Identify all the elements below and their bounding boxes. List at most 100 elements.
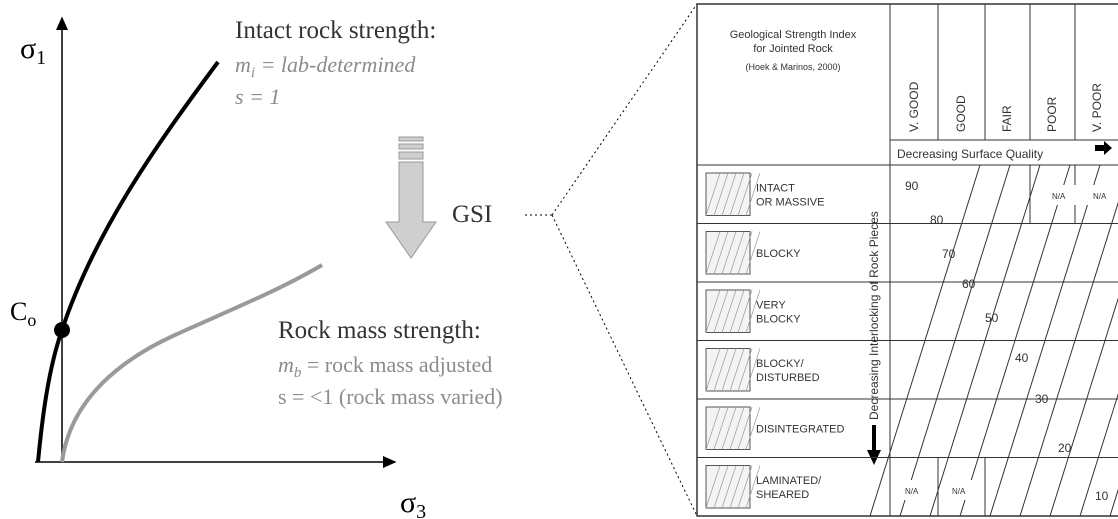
icon-hatch [713, 231, 729, 275]
icon-hatch [713, 465, 729, 509]
icon-hatch [737, 172, 753, 216]
icon-hatch [745, 289, 761, 333]
icon-hatch [705, 289, 721, 333]
rock-mass-curve [60, 263, 324, 463]
icon-hatch [713, 406, 729, 450]
icon-hatch [737, 465, 753, 509]
icon-hatch [737, 406, 753, 450]
row-icon [705, 465, 751, 509]
icon-hatch [745, 465, 761, 509]
column-label: POOR [1045, 96, 1059, 132]
row-icon [705, 348, 751, 392]
icon-hatch [713, 289, 729, 333]
row-label: INTACT [756, 182, 795, 194]
icon-hatch [729, 231, 745, 275]
icon-hatch [745, 406, 761, 450]
row-label: DISTURBED [756, 372, 820, 384]
contour-label: 30 [1035, 392, 1049, 406]
intact-title: Intact rock strength: [235, 17, 436, 44]
row-label: DISINTEGRATED [756, 423, 844, 435]
contour-label: 60 [962, 277, 976, 291]
contour-label: 10 [1095, 489, 1109, 503]
icon-hatch [705, 231, 721, 275]
contour-label: 40 [1015, 351, 1029, 365]
icon-hatch [721, 465, 737, 509]
row-label: BLOCKY [756, 313, 801, 325]
contour-line [869, 164, 981, 517]
na-cell [1046, 185, 1076, 205]
contour-line [899, 164, 1011, 517]
column-label: V. POOR [1090, 83, 1104, 132]
row-label: BLOCKY/ [756, 358, 805, 370]
co-label: Co [10, 297, 36, 330]
icon-hatch [705, 172, 721, 216]
contour-label: 20 [1058, 441, 1072, 455]
na-cell [899, 480, 929, 500]
contour-line [1049, 297, 1118, 517]
rock-mass-s: s = <1 (rock mass varied) [278, 384, 503, 409]
row-icon [705, 406, 751, 450]
icon-hatch [729, 348, 745, 392]
table-title: Geological Strength Index [730, 29, 857, 41]
row-label: SHEARED [756, 489, 809, 501]
na-label: N/A [1093, 192, 1107, 201]
contour-line [1079, 393, 1118, 517]
gsi-label: GSI [452, 201, 492, 228]
surface-axis: Decreasing Surface Quality [897, 147, 1043, 161]
icon-hatch [713, 172, 729, 216]
contour-line [989, 164, 1101, 517]
contour-label: 70 [942, 247, 956, 261]
contour-line [1019, 201, 1118, 517]
icon-hatch [745, 348, 761, 392]
intact-m: mi = lab-determined [235, 52, 416, 81]
icon-hatch [729, 289, 745, 333]
na-label: N/A [1052, 192, 1066, 201]
contour-line [959, 164, 1071, 517]
rock-mass-m: mb = rock mass adjusted [278, 352, 492, 381]
table-source: (Hoek & Marinos, 2000) [745, 62, 840, 72]
icon-hatch [729, 172, 745, 216]
icon-hatch [729, 406, 745, 450]
icon-hatch [737, 231, 753, 275]
icon-hatch [729, 465, 745, 509]
contour-label: 80 [930, 213, 944, 227]
table-title: for Jointed Rock [753, 43, 833, 55]
contour-label: 50 [985, 311, 999, 325]
row-label: BLOCKY [756, 248, 801, 260]
na-label: N/A [952, 487, 966, 496]
dotted-connector [551, 214, 698, 517]
contour-line [929, 164, 1041, 517]
row-label: LAMINATED/ [756, 475, 822, 487]
row-icon [705, 289, 751, 333]
row-icon [705, 172, 751, 216]
gsi-table [696, 3, 1118, 517]
x-axis-label: σ3 [400, 486, 426, 519]
icon-hatch [705, 406, 721, 450]
icon-hatch [737, 289, 753, 333]
rock-mass-title: Rock mass strength: [278, 317, 481, 344]
icon-hatch [713, 348, 729, 392]
intact-s: s = 1 [235, 84, 280, 109]
icon-hatch [721, 231, 737, 275]
na-cell [1087, 185, 1117, 205]
row-label: OR MASSIVE [756, 196, 824, 208]
na-cell [946, 480, 976, 500]
intact-curve [36, 60, 220, 463]
row-icon [705, 231, 751, 275]
icon-hatch [705, 465, 721, 509]
icon-hatch [721, 406, 737, 450]
column-label: V. GOOD [907, 81, 921, 132]
icon-hatch [721, 289, 737, 333]
icon-hatch [737, 348, 753, 392]
icon-hatch [745, 172, 761, 216]
na-label: N/A [905, 487, 919, 496]
row-label: VERY [756, 299, 786, 311]
icon-hatch [745, 231, 761, 275]
column-label: FAIR [1000, 105, 1014, 132]
down-arrow [385, 136, 437, 259]
icon-hatch [721, 172, 737, 216]
icon-hatch [721, 348, 737, 392]
dotted-connector [551, 3, 698, 216]
